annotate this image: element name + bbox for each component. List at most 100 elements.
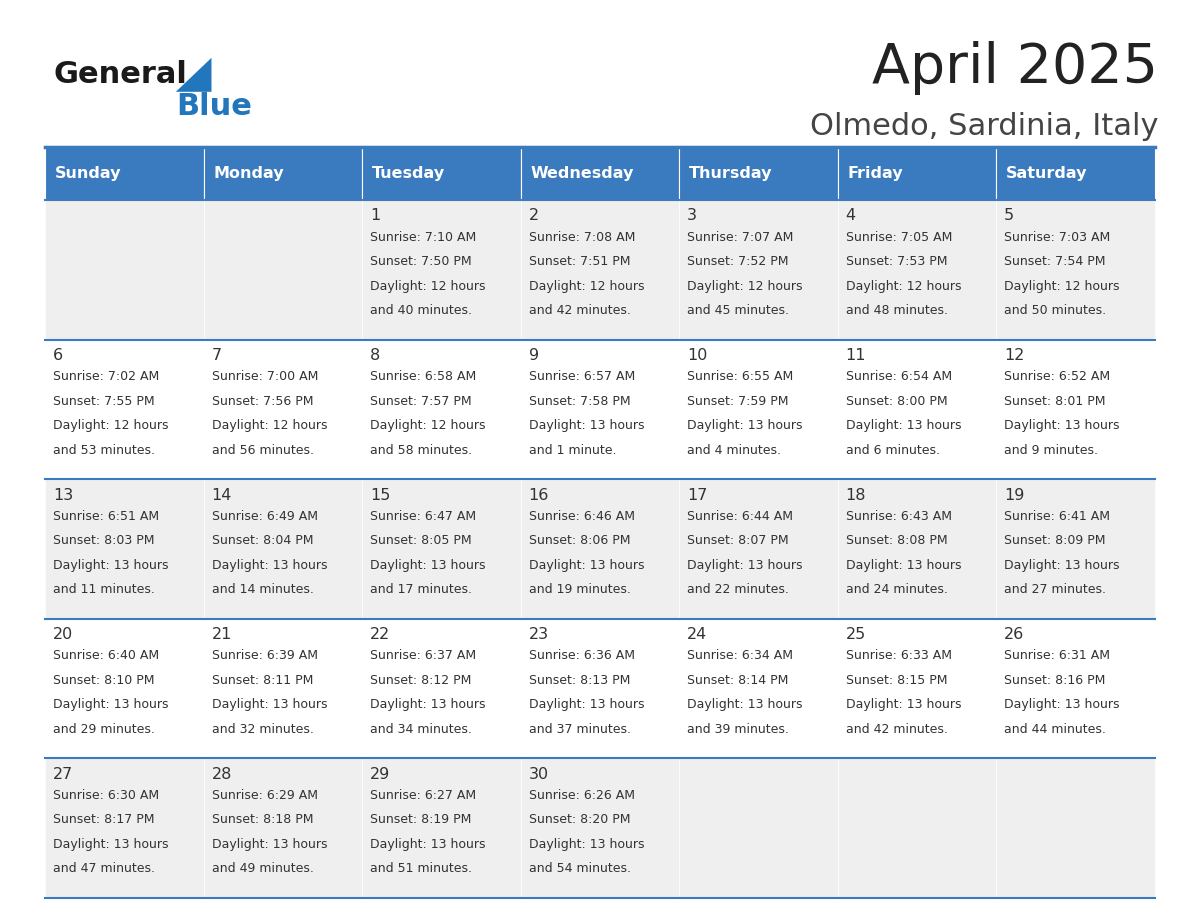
Text: Sunrise: 6:55 AM: Sunrise: 6:55 AM — [687, 370, 794, 384]
Bar — [45, 758, 203, 898]
Bar — [997, 619, 1155, 758]
Text: Sunset: 8:12 PM: Sunset: 8:12 PM — [371, 674, 472, 687]
Text: 16: 16 — [529, 487, 549, 502]
Bar — [520, 479, 680, 619]
Bar — [838, 758, 997, 898]
Text: and 40 minutes.: and 40 minutes. — [371, 304, 472, 317]
Text: 17: 17 — [687, 487, 708, 502]
Text: Sunrise: 6:51 AM: Sunrise: 6:51 AM — [53, 509, 159, 523]
Text: 18: 18 — [846, 487, 866, 502]
Bar — [680, 479, 838, 619]
Text: Sunset: 7:55 PM: Sunset: 7:55 PM — [53, 395, 154, 408]
Polygon shape — [176, 58, 211, 92]
Text: 2: 2 — [529, 208, 538, 223]
Text: Daylight: 12 hours: Daylight: 12 hours — [371, 280, 486, 293]
Text: and 19 minutes.: and 19 minutes. — [529, 583, 631, 596]
Text: Sunrise: 7:07 AM: Sunrise: 7:07 AM — [687, 230, 794, 244]
Bar — [520, 619, 680, 758]
Text: Daylight: 13 hours: Daylight: 13 hours — [1004, 559, 1119, 572]
Text: Sunrise: 6:43 AM: Sunrise: 6:43 AM — [846, 509, 952, 523]
Text: Sunrise: 7:10 AM: Sunrise: 7:10 AM — [371, 230, 476, 244]
Text: Sunrise: 6:26 AM: Sunrise: 6:26 AM — [529, 789, 634, 802]
Text: 10: 10 — [687, 348, 708, 363]
Text: 1: 1 — [371, 208, 380, 223]
Text: 20: 20 — [53, 627, 74, 642]
Bar — [520, 758, 680, 898]
Text: 21: 21 — [211, 627, 232, 642]
Text: Daylight: 12 hours: Daylight: 12 hours — [687, 280, 803, 293]
Text: Sunset: 8:01 PM: Sunset: 8:01 PM — [1004, 395, 1106, 408]
Bar — [520, 147, 680, 200]
Text: Sunset: 8:10 PM: Sunset: 8:10 PM — [53, 674, 154, 687]
Text: 3: 3 — [687, 208, 697, 223]
Text: and 39 minutes.: and 39 minutes. — [687, 722, 789, 735]
Text: Sunrise: 6:58 AM: Sunrise: 6:58 AM — [371, 370, 476, 384]
Text: and 9 minutes.: and 9 minutes. — [1004, 443, 1098, 456]
Text: Sunset: 8:18 PM: Sunset: 8:18 PM — [211, 813, 314, 826]
Text: Sunset: 8:07 PM: Sunset: 8:07 PM — [687, 534, 789, 547]
Text: and 50 minutes.: and 50 minutes. — [1004, 304, 1106, 317]
Text: and 42 minutes.: and 42 minutes. — [846, 722, 948, 735]
Bar — [997, 147, 1155, 200]
Bar — [680, 200, 838, 340]
Text: and 51 minutes.: and 51 minutes. — [371, 862, 472, 875]
Text: Sunday: Sunday — [55, 166, 121, 181]
Text: Sunrise: 6:52 AM: Sunrise: 6:52 AM — [1004, 370, 1111, 384]
Text: Daylight: 13 hours: Daylight: 13 hours — [211, 559, 327, 572]
Bar — [680, 619, 838, 758]
Text: 14: 14 — [211, 487, 232, 502]
Bar — [680, 147, 838, 200]
Text: and 56 minutes.: and 56 minutes. — [211, 443, 314, 456]
Text: Blue: Blue — [176, 92, 252, 121]
Text: Sunrise: 7:05 AM: Sunrise: 7:05 AM — [846, 230, 952, 244]
Text: Sunset: 7:57 PM: Sunset: 7:57 PM — [371, 395, 472, 408]
Text: Daylight: 13 hours: Daylight: 13 hours — [1004, 420, 1119, 432]
Text: Sunrise: 6:37 AM: Sunrise: 6:37 AM — [371, 649, 476, 663]
Bar — [680, 758, 838, 898]
Text: Sunset: 8:16 PM: Sunset: 8:16 PM — [1004, 674, 1106, 687]
Bar — [838, 340, 997, 479]
Text: Daylight: 13 hours: Daylight: 13 hours — [371, 699, 486, 711]
Text: Daylight: 12 hours: Daylight: 12 hours — [371, 420, 486, 432]
Text: and 32 minutes.: and 32 minutes. — [211, 722, 314, 735]
Text: Sunset: 8:03 PM: Sunset: 8:03 PM — [53, 534, 154, 547]
Text: Sunrise: 6:40 AM: Sunrise: 6:40 AM — [53, 649, 159, 663]
Text: Sunrise: 6:54 AM: Sunrise: 6:54 AM — [846, 370, 952, 384]
Text: Sunrise: 6:34 AM: Sunrise: 6:34 AM — [687, 649, 794, 663]
Bar — [362, 479, 520, 619]
Text: and 14 minutes.: and 14 minutes. — [211, 583, 314, 596]
Text: Sunset: 7:52 PM: Sunset: 7:52 PM — [687, 255, 789, 268]
Text: Sunset: 8:08 PM: Sunset: 8:08 PM — [846, 534, 947, 547]
Text: Daylight: 13 hours: Daylight: 13 hours — [687, 559, 803, 572]
Text: and 11 minutes.: and 11 minutes. — [53, 583, 154, 596]
Text: 25: 25 — [846, 627, 866, 642]
Text: Daylight: 13 hours: Daylight: 13 hours — [1004, 699, 1119, 711]
Bar — [838, 200, 997, 340]
Text: Sunset: 7:58 PM: Sunset: 7:58 PM — [529, 395, 631, 408]
Text: 9: 9 — [529, 348, 538, 363]
Text: Sunset: 8:17 PM: Sunset: 8:17 PM — [53, 813, 154, 826]
Bar — [520, 200, 680, 340]
Text: and 22 minutes.: and 22 minutes. — [687, 583, 789, 596]
Bar — [203, 758, 362, 898]
Text: 13: 13 — [53, 487, 74, 502]
Text: Thursday: Thursday — [689, 166, 772, 181]
Text: Sunset: 8:06 PM: Sunset: 8:06 PM — [529, 534, 630, 547]
Text: Daylight: 13 hours: Daylight: 13 hours — [371, 559, 486, 572]
Text: Tuesday: Tuesday — [372, 166, 444, 181]
Bar — [203, 147, 362, 200]
Text: Daylight: 13 hours: Daylight: 13 hours — [687, 699, 803, 711]
Text: Daylight: 13 hours: Daylight: 13 hours — [371, 838, 486, 851]
Text: 30: 30 — [529, 767, 549, 781]
Text: Friday: Friday — [847, 166, 903, 181]
Bar — [203, 619, 362, 758]
Text: Daylight: 12 hours: Daylight: 12 hours — [211, 420, 327, 432]
Bar — [997, 200, 1155, 340]
Text: Daylight: 12 hours: Daylight: 12 hours — [1004, 280, 1119, 293]
Text: Sunset: 7:53 PM: Sunset: 7:53 PM — [846, 255, 947, 268]
Text: and 53 minutes.: and 53 minutes. — [53, 443, 156, 456]
Text: Sunrise: 7:00 AM: Sunrise: 7:00 AM — [211, 370, 318, 384]
Text: Sunrise: 6:57 AM: Sunrise: 6:57 AM — [529, 370, 634, 384]
Text: Sunrise: 6:33 AM: Sunrise: 6:33 AM — [846, 649, 952, 663]
Bar — [45, 340, 203, 479]
